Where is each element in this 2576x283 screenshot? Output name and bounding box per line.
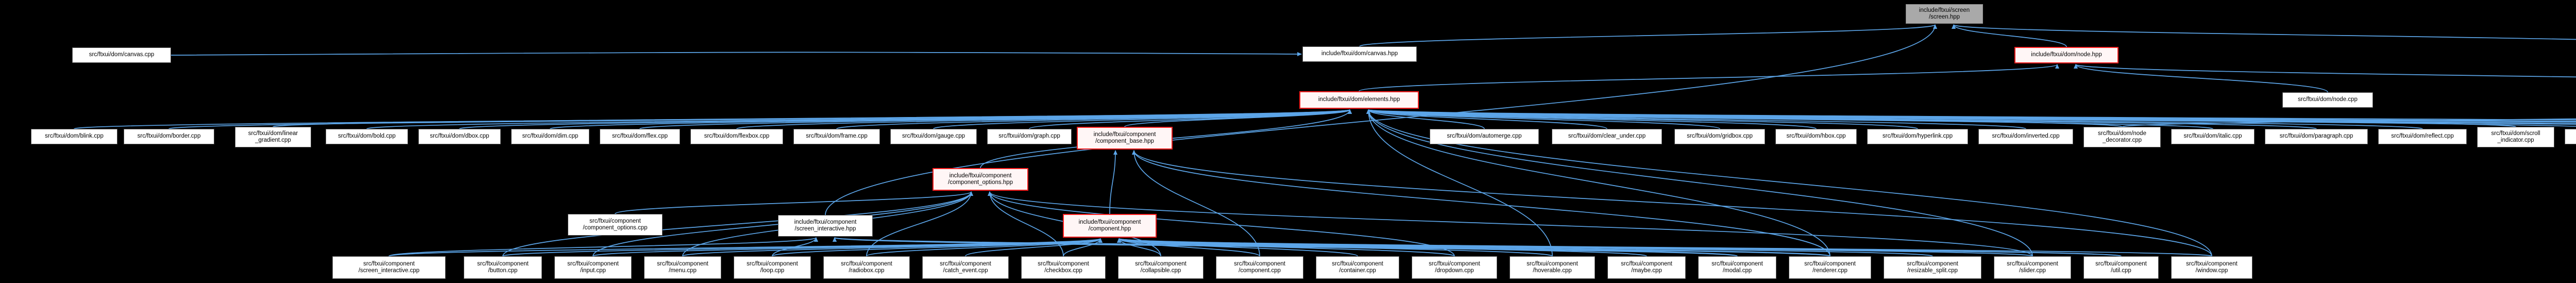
graph-node-dbox_cpp[interactable]: src/ftxui/dom/dbox.cpp bbox=[418, 129, 501, 144]
include-edge-renderer_cpp-to-elements_hpp bbox=[1366, 109, 1831, 257]
include-edge-node_decorator_hpp-to-node_hpp bbox=[2074, 64, 2576, 78]
graph-node-maybe_cpp[interactable]: src/ftxui/component /maybe.cpp bbox=[1607, 256, 1686, 279]
graph-node-node_hpp[interactable]: include/ftxui/dom/node.hpp bbox=[2014, 47, 2119, 63]
graph-node-hoverable_cpp[interactable]: src/ftxui/component /hoverable.cpp bbox=[1510, 256, 1595, 279]
graph-node-container_cpp[interactable]: src/ftxui/component /container.cpp bbox=[1316, 256, 1399, 279]
graph-node-component_options_hpp[interactable]: include/ftxui/component /component_optio… bbox=[933, 168, 1028, 191]
include-edge-gauge_cpp-to-elements_hpp bbox=[933, 109, 1352, 129]
graph-node-radiobox_cpp[interactable]: src/ftxui/component /radiobox.cpp bbox=[823, 256, 910, 279]
graph-node-screen_interactive_hpp[interactable]: include/ftxui/component /screen_interact… bbox=[778, 215, 873, 237]
include-edge-modal_cpp-to-screen_interactive_hpp bbox=[833, 237, 1738, 257]
graph-node-collapsible_cpp[interactable]: src/ftxui/component /collapsible.cpp bbox=[1118, 256, 1204, 279]
include-edge-component_hpp-to-component_base_hpp bbox=[1109, 150, 1117, 214]
include-edge-slider_cpp-to-elements_hpp bbox=[1366, 109, 2033, 257]
graph-node-component_base_hpp[interactable]: include/ftxui/component /component_base.… bbox=[1077, 127, 1173, 149]
graph-node-input_cpp[interactable]: src/ftxui/component /input.cpp bbox=[554, 256, 632, 279]
graph-node-component_options_cpp[interactable]: src/ftxui/component /component_options.c… bbox=[568, 214, 663, 236]
graph-node-scroll_indicator_cpp[interactable]: src/ftxui/dom/scroll _indicator.cpp bbox=[2477, 127, 2554, 147]
graph-node-inverted_cpp[interactable]: src/ftxui/dom/inverted.cpp bbox=[1978, 129, 2073, 144]
graph-node-canvas_cpp[interactable]: src/ftxui/dom/canvas.cpp bbox=[72, 47, 171, 63]
graph-node-frame_cpp[interactable]: src/ftxui/dom/frame.cpp bbox=[793, 129, 880, 144]
graph-node-graph_cpp[interactable]: src/ftxui/dom/graph.cpp bbox=[987, 129, 1072, 144]
include-edge-automerge_cpp-to-elements_hpp bbox=[1366, 109, 1485, 129]
include-edge-catch_event_cpp-to-component_hpp bbox=[965, 238, 1103, 257]
graph-node-component_cpp[interactable]: src/ftxui/component /component.cpp bbox=[1216, 256, 1303, 279]
include-edge-window_cpp-to-component_hpp bbox=[1117, 238, 2212, 257]
graph-node-gridbox_cpp[interactable]: src/ftxui/dom/gridbox.cpp bbox=[1674, 129, 1765, 144]
include-edge-linear_gradient_cpp-to-elements_hpp bbox=[273, 109, 1351, 127]
graph-node-checkbox_cpp[interactable]: src/ftxui/component /checkbox.cpp bbox=[1021, 256, 1106, 279]
include-edge-slider_cpp-to-component_options_hpp bbox=[988, 191, 2033, 257]
include-edge-screen_interactive_hpp-to-screen_hpp bbox=[825, 24, 1937, 215]
include-edge-renderer_cpp-to-component_base_hpp bbox=[1132, 150, 1831, 257]
graph-node-canvas_hpp[interactable]: include/ftxui/dom/canvas.hpp bbox=[1302, 46, 1417, 62]
include-edge-inverted_cpp-to-elements_hpp bbox=[1366, 109, 2026, 129]
graph-node-window_cpp[interactable]: src/ftxui/component /window.cpp bbox=[2171, 256, 2252, 279]
include-edge-hoverable_cpp-to-elements_hpp bbox=[1366, 109, 1553, 257]
graph-node-node_cpp[interactable]: src/ftxui/dom/node.cpp bbox=[2282, 92, 2373, 108]
graph-node-flexbox_cpp[interactable]: src/ftxui/dom/flexbox.cpp bbox=[690, 129, 783, 144]
graph-node-resizable_split_cpp[interactable]: src/ftxui/component /resizable_split.cpp bbox=[1884, 256, 1981, 279]
include-edge-canvas_hpp-to-screen_hpp bbox=[1359, 24, 1937, 47]
graph-node-gauge_cpp[interactable]: src/ftxui/dom/gauge.cpp bbox=[890, 129, 977, 144]
graph-node-button_cpp[interactable]: src/ftxui/component /button.cpp bbox=[464, 256, 542, 279]
graph-node-clear_under_cpp[interactable]: src/ftxui/dom/clear_under.cpp bbox=[1552, 129, 1662, 144]
include-edge-checkbox_cpp-to-component_hpp bbox=[1063, 238, 1103, 257]
graph-node-dropdown_cpp[interactable]: src/ftxui/component /dropdown.cpp bbox=[1412, 256, 1497, 279]
graph-node-menu_cpp[interactable]: src/ftxui/component /menu.cpp bbox=[644, 256, 721, 279]
graph-node-util_cpp[interactable]: src/ftxui/component /util.cpp bbox=[2083, 256, 2159, 279]
graph-node-screen_hpp[interactable]: include/ftxui/screen /screen.hpp bbox=[1906, 4, 1983, 24]
include-edge-radiobox_cpp-to-component_hpp bbox=[866, 238, 1103, 257]
graph-node-paragraph_cpp[interactable]: src/ftxui/dom/paragraph.cpp bbox=[2265, 129, 2368, 144]
graph-node-dim_cpp[interactable]: src/ftxui/dom/dim.cpp bbox=[511, 129, 589, 144]
include-edge-clear_under_cpp-to-elements_hpp bbox=[1366, 109, 1607, 129]
graph-node-renderer_cpp[interactable]: src/ftxui/component /renderer.cpp bbox=[1789, 256, 1871, 279]
graph-node-flex_cpp[interactable]: src/ftxui/dom/flex.cpp bbox=[600, 129, 680, 144]
include-edge-checkbox_cpp-to-component_options_hpp bbox=[988, 191, 1064, 257]
include-edge-window_cpp-to-component_base_hpp bbox=[1132, 150, 2212, 257]
include-edge-canvas_cpp-to-canvas_hpp bbox=[171, 52, 1302, 56]
graph-node-catch_event_cpp[interactable]: src/ftxui/component /catch_event.cpp bbox=[922, 256, 1009, 279]
include-edge-screen_interactive_cpp-to-screen_interactive_hpp bbox=[388, 237, 818, 257]
include-edge-elements_hpp-to-node_hpp bbox=[1359, 64, 2059, 92]
graph-node-modal_cpp[interactable]: src/ftxui/component /modal.cpp bbox=[1698, 256, 1776, 279]
graph-node-border_cpp[interactable]: src/ftxui/dom/border.cpp bbox=[124, 129, 214, 144]
include-edge-window_cpp-to-elements_hpp bbox=[1366, 109, 2212, 257]
graph-node-hyperlink_cpp[interactable]: src/ftxui/dom/hyperlink.cpp bbox=[1867, 129, 1968, 144]
graph-node-screen_interactive_cpp[interactable]: src/ftxui/component /screen_interactive.… bbox=[332, 256, 446, 279]
graph-node-elements_hpp[interactable]: include/ftxui/dom/elements.hpp bbox=[1299, 91, 1419, 109]
include-edge-component_base_hpp-to-elements_hpp bbox=[1124, 109, 1352, 127]
graph-node-blink_cpp[interactable]: src/ftxui/dom/blink.cpp bbox=[31, 129, 117, 144]
include-edge-node_cpp-to-node_hpp bbox=[2074, 64, 2328, 93]
graph-node-slider_cpp[interactable]: src/ftxui/component /slider.cpp bbox=[1994, 256, 2071, 279]
include-edge-node_hpp-to-screen_hpp bbox=[1952, 24, 2067, 47]
graph-node-linear_gradient_cpp[interactable]: src/ftxui/dom/linear _gradient.cpp bbox=[235, 127, 311, 147]
graph-node-reflect_cpp[interactable]: src/ftxui/dom/reflect.cpp bbox=[2378, 129, 2467, 144]
graph-node-automerge_cpp[interactable]: src/ftxui/dom/automerge.cpp bbox=[1430, 129, 1539, 144]
graph-node-node_decorator_cpp[interactable]: src/ftxui/dom/node _decorator.cpp bbox=[2083, 127, 2161, 147]
include-edge-loop_cpp-to-component_hpp bbox=[772, 238, 1103, 257]
include-edge-gridbox_cpp-to-elements_hpp bbox=[1366, 109, 1720, 129]
include-edge-container_cpp-to-component_hpp bbox=[1117, 238, 1358, 257]
graph-node-hbox_cpp[interactable]: src/ftxui/dom/hbox.cpp bbox=[1775, 129, 1857, 144]
include-edge-component_cpp-to-component_base_hpp bbox=[1132, 150, 1260, 257]
graph-node-bold_cpp[interactable]: src/ftxui/dom/bold.cpp bbox=[326, 129, 408, 144]
graph-node-loop_cpp[interactable]: src/ftxui/component /loop.cpp bbox=[734, 256, 811, 279]
include-edge-button_cpp-to-component_options_hpp bbox=[502, 191, 973, 257]
include-edge-text_cpp-to-elements_hpp bbox=[1367, 109, 2576, 122]
include-edge-input_cpp-to-component_hpp bbox=[592, 238, 1103, 257]
include-edge-component_cpp-to-component_hpp bbox=[1117, 238, 1260, 257]
graph-node-italic_cpp[interactable]: src/ftxui/dom/italic.cpp bbox=[2171, 129, 2255, 144]
include-edge-renderer_cpp-to-component_hpp bbox=[1117, 238, 1831, 257]
include-edge-component_options_cpp-to-component_options_hpp bbox=[615, 191, 973, 214]
include-edge-screen_cpp-to-screen_hpp bbox=[1952, 24, 2576, 40]
graph-node-separator_cpp[interactable]: src/ftxui/dom/separator.cpp bbox=[2565, 129, 2576, 144]
graph-node-component_hpp[interactable]: include/ftxui/component /component.hpp bbox=[1063, 214, 1157, 238]
include-edge-underlined_cpp-to-elements_hpp bbox=[1367, 109, 2576, 121]
